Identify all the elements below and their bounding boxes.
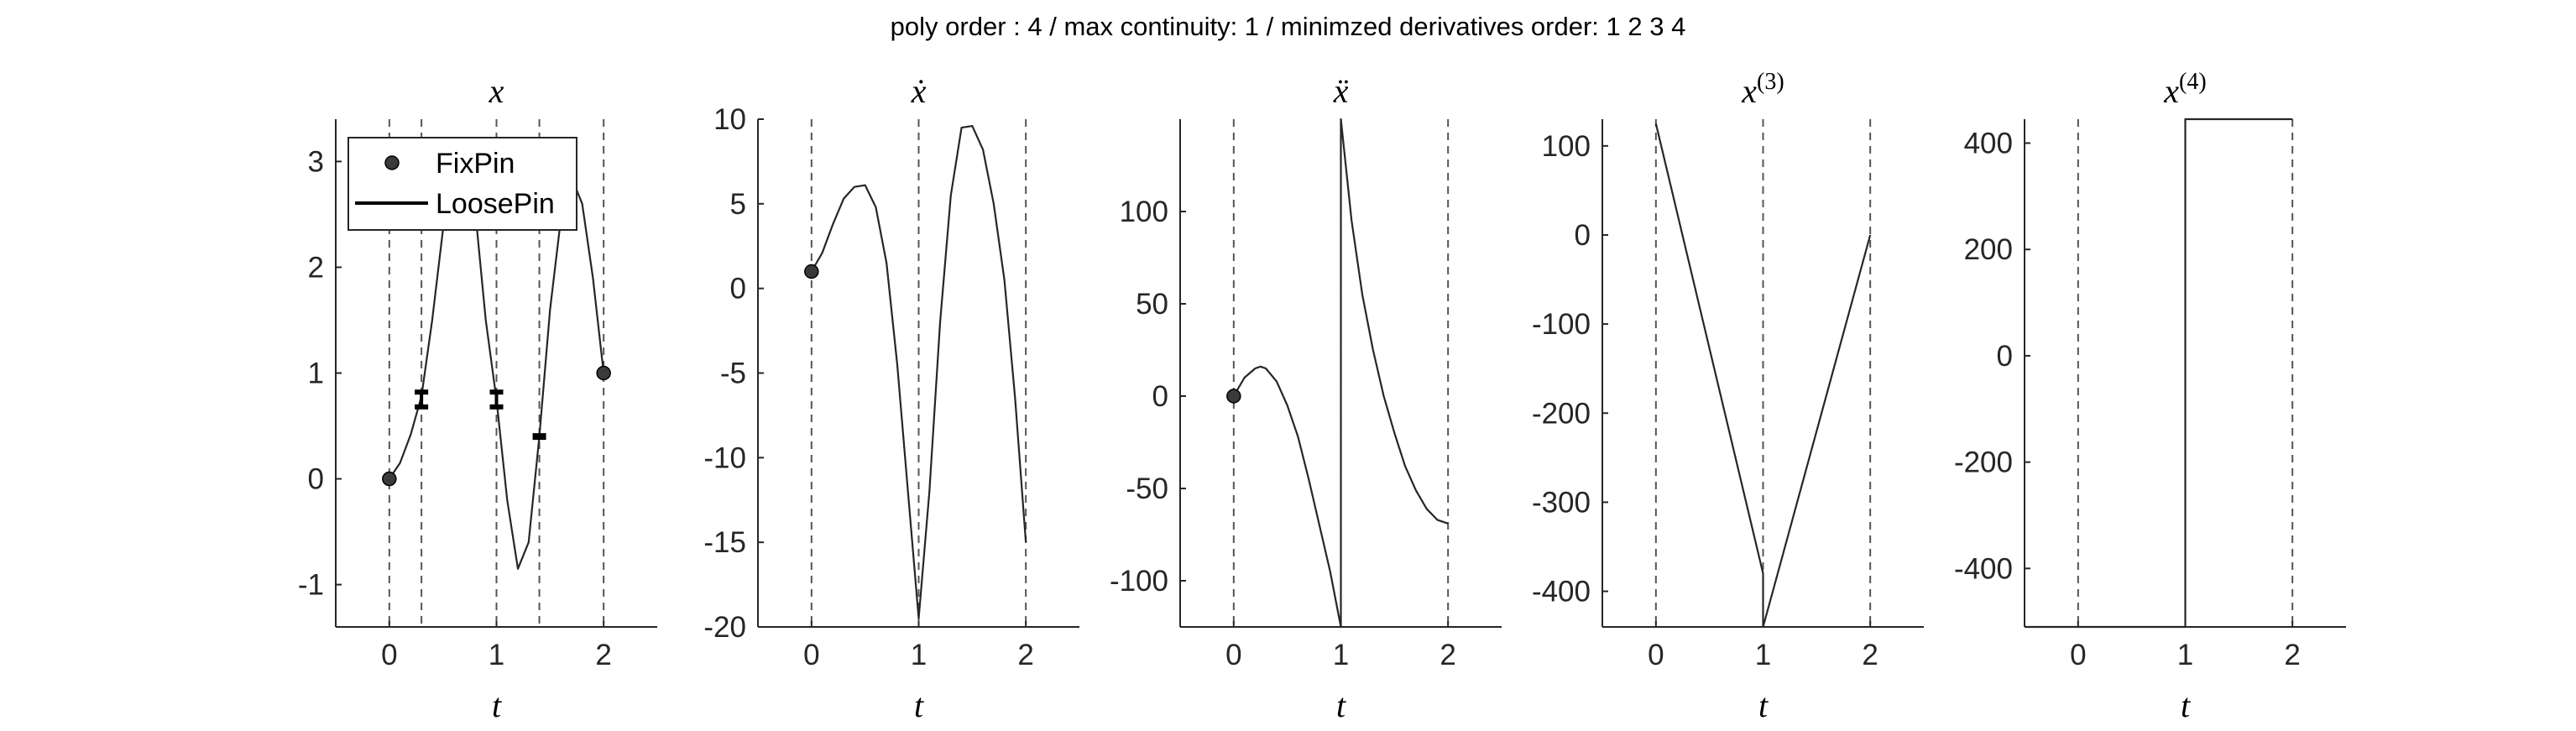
x-tick-label: 2	[2284, 639, 2300, 671]
y-tick-label: -300	[1532, 486, 1591, 519]
x-tick-label: 0	[2070, 639, 2086, 671]
subplot-title-base: x	[1741, 72, 1757, 110]
x-axis-label: t	[2181, 687, 2191, 724]
y-tick-label: 5	[730, 188, 746, 221]
y-tick-label: 400	[1964, 128, 2013, 160]
legend-entry: LoosePin	[436, 188, 555, 220]
y-tick-label: -200	[1532, 397, 1591, 430]
x-tick-label: 2	[1862, 639, 1878, 671]
subplot-title-superscript: (3)	[1757, 69, 1784, 95]
legend-fixpin-marker	[384, 155, 400, 170]
x-tick-label: 0	[381, 639, 397, 671]
y-tick-label: -200	[1954, 446, 2013, 479]
x-tick-label: 2	[1017, 639, 1033, 671]
loose-pin-cap	[415, 389, 429, 395]
y-tick-label: 200	[1964, 233, 2013, 266]
x-tick-label: 2	[595, 639, 611, 671]
x-tick-label: 0	[1648, 639, 1664, 671]
series-line-x-3	[1654, 123, 1872, 629]
series-line-x-ddot	[1232, 117, 1449, 629]
fix-pin-marker	[596, 365, 611, 381]
subplot-title: x(3)	[1741, 69, 1784, 110]
x-tick-label: 1	[2177, 639, 2193, 671]
y-tick-label: 1	[308, 358, 324, 390]
x-axis-label: t	[1758, 687, 1769, 724]
subplot-title: x	[489, 72, 504, 110]
x-tick-label: 0	[803, 639, 819, 671]
y-tick-label: 3	[308, 145, 324, 178]
x-tick-label: 1	[1333, 639, 1349, 671]
figure-suptitle: poly order : 4 / max continuity: 1 / min…	[890, 12, 1686, 41]
subplot-title-superscript: (4)	[2179, 69, 2207, 95]
y-tick-label: -10	[703, 441, 746, 474]
x-axis-label: t	[492, 687, 502, 724]
fix-pin-marker	[1226, 389, 1241, 404]
subplot-x-4: 0 1 2 -400 -200 0 200 400 t x(4)	[1954, 69, 2346, 724]
x-tick-label: 0	[1225, 639, 1241, 671]
y-tick-label: 0	[308, 463, 324, 496]
y-tick-label: 50	[1136, 288, 1168, 321]
subplot-x-dot: 0 1 2 -20 -15 -10 -5 0 5 10 t ẋ	[703, 72, 1079, 724]
y-tick-label: -100	[1110, 565, 1168, 598]
y-tick-label: -400	[1954, 552, 2013, 585]
x-tick-label: 1	[1755, 639, 1771, 671]
subplot-title: x(4)	[2163, 69, 2206, 110]
subplot-title: ẍ	[1333, 72, 1349, 110]
fix-pin-marker	[804, 264, 819, 279]
y-tick-label: -20	[703, 611, 746, 644]
y-tick-label: 0	[1997, 340, 2013, 373]
y-tick-label: 2	[308, 251, 324, 284]
loose-pin-marker	[532, 433, 546, 441]
subplot-title: ẋ	[911, 72, 927, 110]
subplot-x-ddot: 0 1 2 -100 -50 0 50 100 t ẍ	[1110, 72, 1502, 724]
y-tick-label: 100	[1120, 196, 1168, 228]
subplot-x: 0 1 2 -1 0 1 2 3 t x FixPin LoosePin	[298, 72, 657, 724]
y-tick-label: -15	[703, 526, 746, 559]
series-line-x-4	[2025, 117, 2293, 629]
subplot-title-base: x	[2163, 72, 2179, 110]
y-tick-label: 0	[1152, 380, 1168, 413]
y-tick-label: -100	[1532, 308, 1591, 341]
y-tick-label: 0	[730, 273, 746, 305]
loose-pin-cap	[489, 404, 504, 410]
loose-pin-cap	[489, 389, 504, 395]
x-axis-label: t	[914, 687, 924, 724]
y-tick-label: 100	[1542, 130, 1591, 163]
x-axis-label: t	[1336, 687, 1346, 724]
legend-entry: FixPin	[436, 148, 515, 180]
subplot-x-3: 0 1 2 -400 -300 -200 -100 0 100 t x(3)	[1532, 69, 1924, 724]
y-tick-label: 0	[1575, 219, 1591, 252]
y-tick-label: -400	[1532, 576, 1591, 608]
y-tick-label: -1	[298, 569, 324, 602]
y-tick-label: -50	[1126, 473, 1168, 505]
loose-pin-cap	[415, 404, 429, 410]
y-tick-label: 10	[713, 103, 746, 136]
x-tick-label: 1	[489, 639, 504, 671]
x-tick-label: 2	[1440, 639, 1455, 671]
x-tick-label: 1	[911, 639, 927, 671]
fix-pin-marker	[382, 471, 397, 487]
y-tick-label: -5	[720, 358, 746, 390]
legend-box	[347, 137, 577, 231]
series-line-x-dot	[810, 124, 1027, 620]
